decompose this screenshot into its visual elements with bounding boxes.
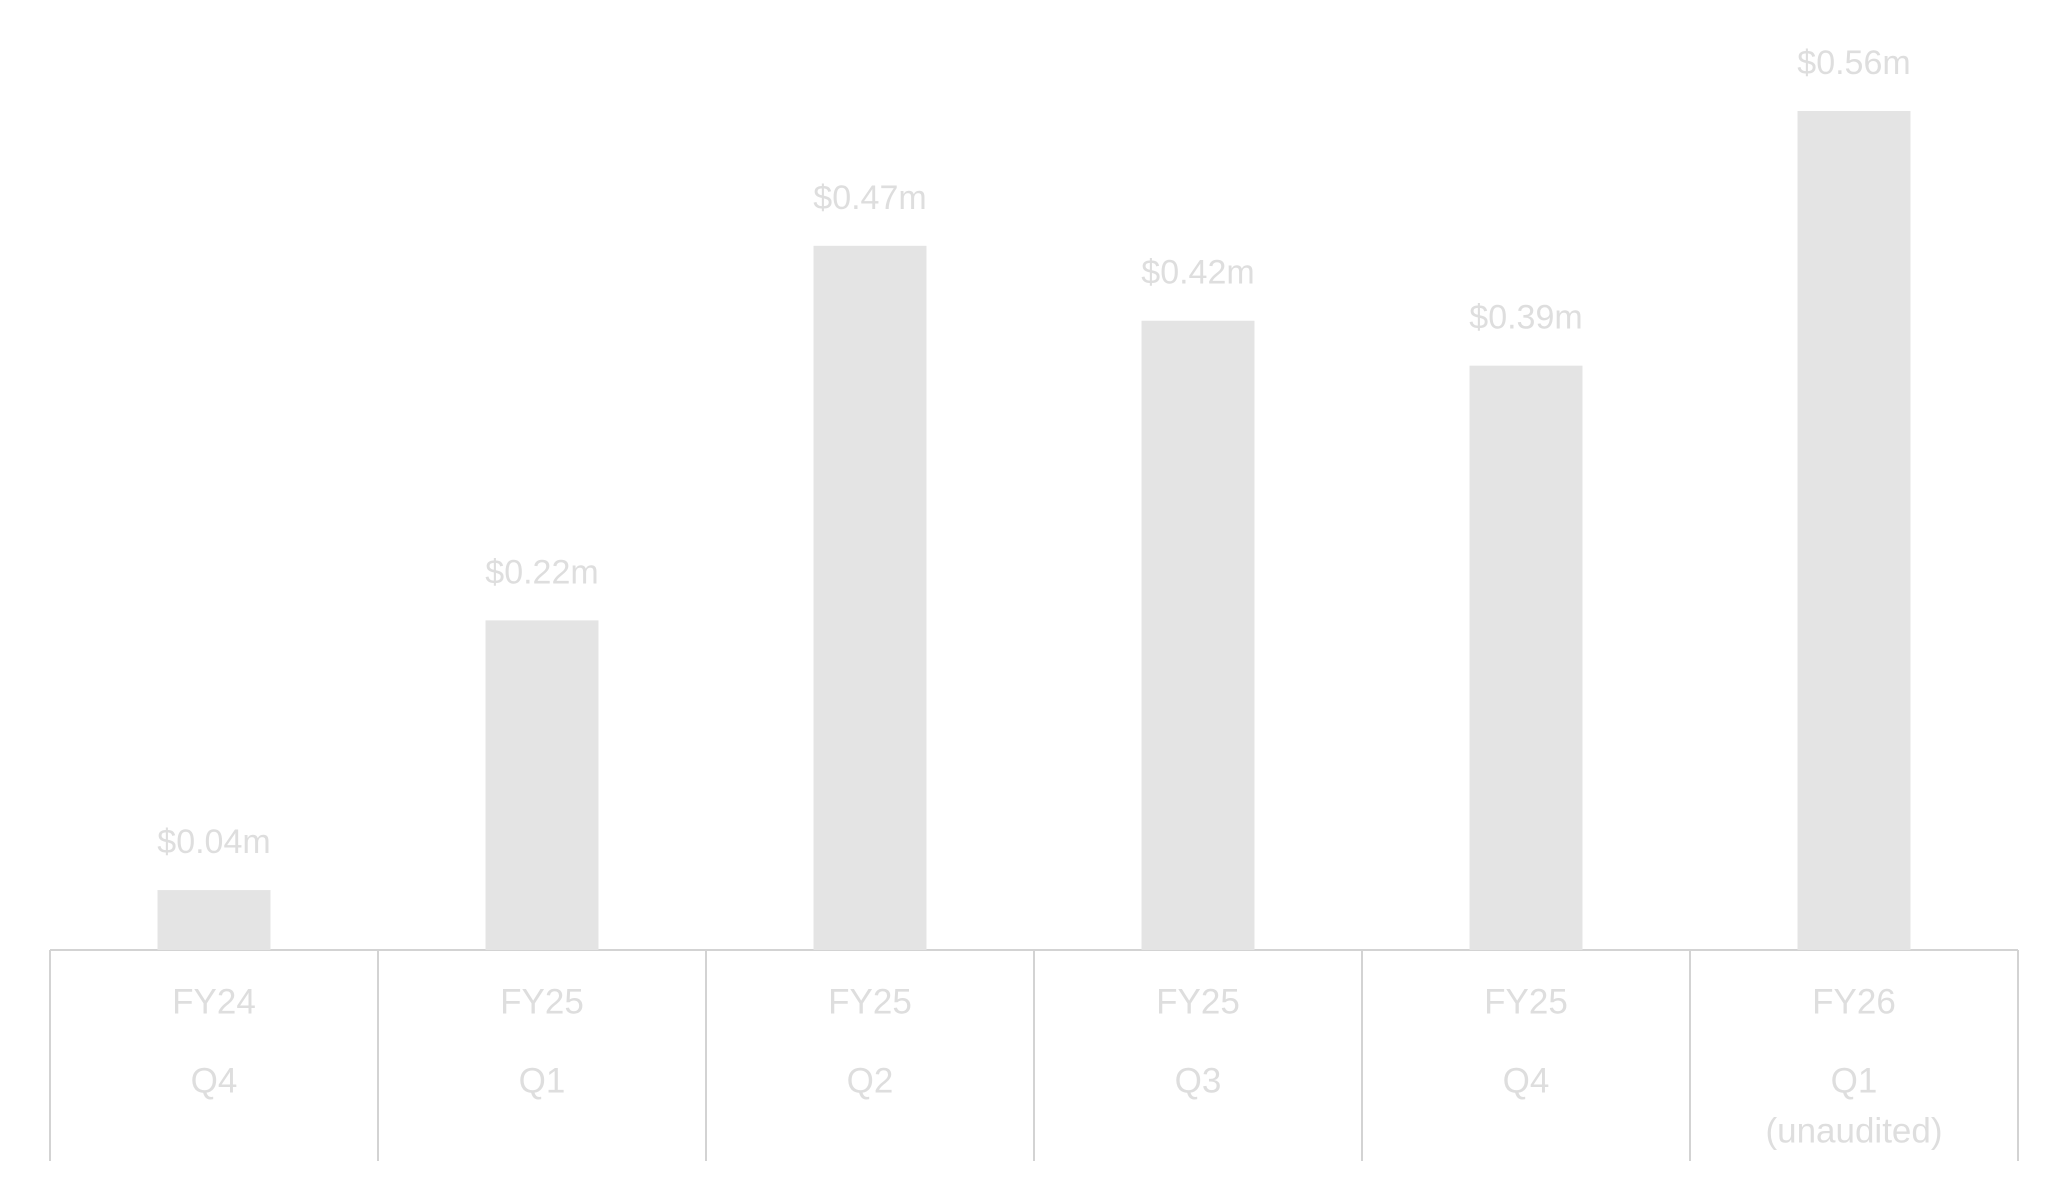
value-label: $0.47m (813, 179, 926, 217)
x-tick-label: Q4 (1503, 1061, 1550, 1100)
bar (1469, 365, 1583, 951)
value-label: $0.04m (157, 823, 270, 861)
x-tick-label: FY26 (1812, 982, 1896, 1021)
value-label: $0.42m (1141, 254, 1254, 292)
x-tick-label: Q4 (191, 1061, 238, 1100)
value-label: $0.56m (1797, 44, 1910, 82)
x-tick-label: Q3 (1175, 1061, 1222, 1100)
bar (813, 245, 927, 950)
bar (485, 620, 599, 950)
value-label: $0.22m (485, 553, 598, 591)
x-tick-label: FY24 (172, 982, 256, 1021)
x-tick-label: FY25 (1156, 982, 1240, 1021)
x-tick-label: FY25 (1484, 982, 1568, 1021)
x-tick-label: (unaudited) (1765, 1111, 1942, 1150)
x-tick-label: FY25 (828, 982, 912, 1021)
bar (1797, 111, 1911, 950)
value-label: $0.39m (1469, 299, 1582, 337)
x-tick-label: Q2 (847, 1061, 894, 1100)
bar (1141, 320, 1255, 950)
x-tick-label: FY25 (500, 982, 584, 1021)
bar (157, 890, 271, 950)
x-tick-label: Q1 (1831, 1061, 1878, 1100)
x-tick-label: Q1 (519, 1061, 566, 1100)
